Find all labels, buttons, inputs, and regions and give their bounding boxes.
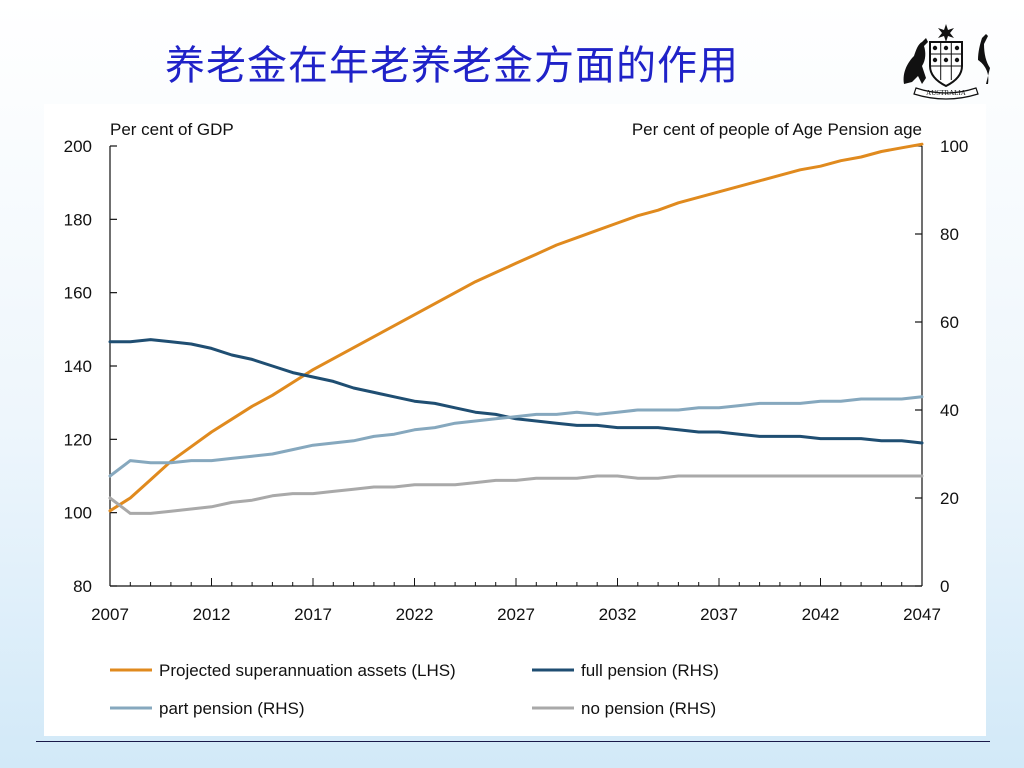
x-tick-label: 2047 [903, 605, 941, 624]
left-tick-label: 160 [64, 284, 92, 303]
left-tick-label: 120 [64, 430, 92, 449]
line-chart: Per cent of GDP Per cent of people of Age… [64, 120, 969, 718]
series-line-super [108, 142, 924, 513]
left-axis-title: Per cent of GDP [110, 120, 234, 139]
slide-title: 养老金在年老养老金方面的作用 [165, 43, 739, 89]
left-tick-label: 180 [64, 210, 92, 229]
chart-panel: Per cent of GDP Per cent of people of Age… [44, 104, 986, 736]
series-line-none [108, 474, 924, 515]
series-line-part [108, 395, 924, 478]
x-tick-label: 2037 [700, 605, 738, 624]
legend-label-super: Projected superannuation assets (LHS) [159, 661, 456, 680]
right-tick-label: 40 [940, 401, 959, 420]
logo-motto-text: AUSTRALIA [926, 89, 966, 97]
x-tick-label: 2007 [91, 605, 129, 624]
right-tick-label: 100 [940, 137, 968, 156]
footer-divider [36, 741, 990, 742]
x-tick-label: 2022 [396, 605, 434, 624]
x-tick-label: 2032 [599, 605, 637, 624]
left-tick-label: 200 [64, 137, 92, 156]
series-line-full [108, 338, 924, 445]
right-tick-label: 0 [940, 577, 949, 596]
x-tick-label: 2042 [802, 605, 840, 624]
left-tick-label: 100 [64, 504, 92, 523]
left-tick-label: 80 [73, 577, 92, 596]
legend-label-none: no pension (RHS) [581, 699, 716, 718]
right-axis-title: Per cent of people of Age Pension age [632, 120, 922, 139]
x-tick-label: 2027 [497, 605, 535, 624]
legend-label-part: part pension (RHS) [159, 699, 305, 718]
right-tick-label: 20 [940, 489, 959, 508]
legend-label-full: full pension (RHS) [581, 661, 719, 680]
left-tick-label: 140 [64, 357, 92, 376]
right-tick-label: 80 [940, 225, 959, 244]
x-tick-label: 2012 [193, 605, 231, 624]
x-tick-label: 2017 [294, 605, 332, 624]
right-tick-label: 60 [940, 313, 959, 332]
australian-coat-of-arms-logo: AUSTRALIA [903, 24, 990, 100]
